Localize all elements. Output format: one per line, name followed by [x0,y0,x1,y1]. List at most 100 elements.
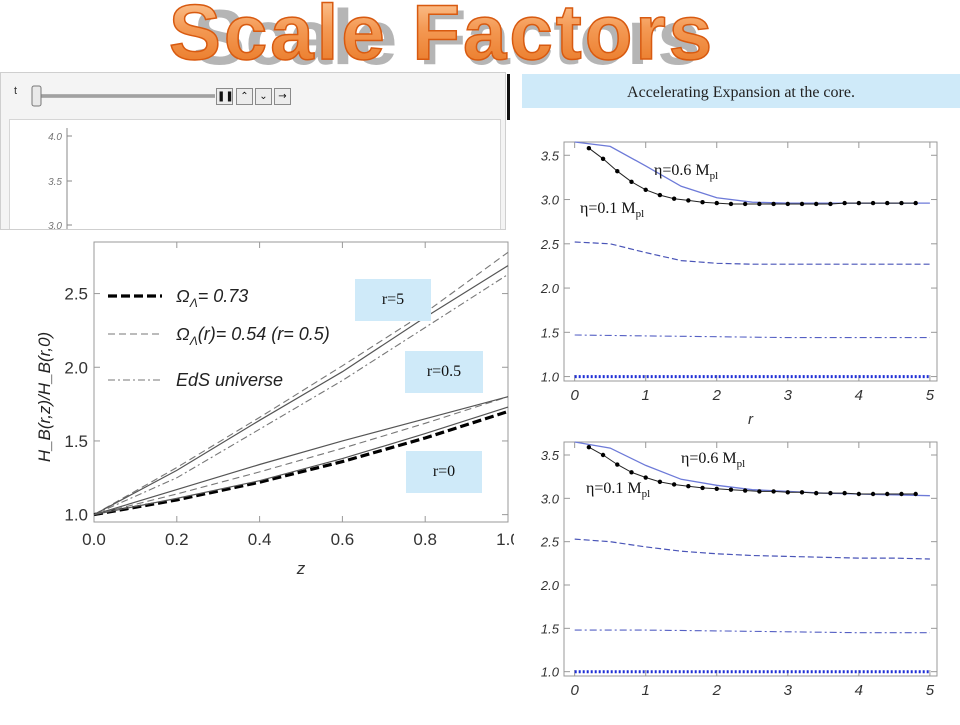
x-tick-label: 4 [855,387,863,404]
data-point [600,156,606,162]
series-line-1 [588,446,916,495]
y-tick-label: 1.0 [541,665,560,680]
series-line-2 [574,241,930,265]
direction-button[interactable]: → [274,88,291,105]
data-point [828,490,833,496]
series-line-0 [93,409,509,517]
annotation-eta06-bottom: η=0.6 Mpl [681,450,745,470]
x-tick-label: 3 [784,682,793,699]
data-point [586,445,592,450]
y-tick-label: 2.5 [540,237,560,252]
slider-thumb[interactable] [31,85,42,107]
data-point [899,200,904,206]
partial-plot: 4.0 3.5 3.0 ) [32,128,72,230]
data-point [913,200,918,206]
x-tick-label: 3 [784,387,793,404]
data-point [586,145,592,151]
series-line-5 [93,251,509,516]
data-point [842,490,847,496]
x-tick-label: 1 [642,387,650,404]
data-point [671,196,677,201]
x-axis-label: r [748,411,754,428]
x-tick-label: 4 [855,682,863,699]
y-tick-label: 2.5 [540,535,560,550]
data-point [771,489,776,494]
plot-frame [563,441,938,677]
data-point [742,201,748,207]
annotation-text: η=0.1 M [586,480,642,497]
data-point [728,487,734,492]
data-point [686,484,691,489]
divider [507,74,510,120]
x-tick-label: 5 [926,682,935,699]
scale-factor-svg-bottom: 0 1 2 3 4 5 1.0 1.5 2.0 2.5 3.0 3.5 [540,441,938,699]
annotation-sub: pl [635,208,645,221]
y-axis-label: H_B(r,z)/H_B(r,0) [35,332,54,462]
plot-frame [563,141,938,382]
data-point [700,199,705,205]
series-line-1 [588,147,916,205]
data-point [870,200,876,206]
data-point [799,490,805,495]
x-tick-label: 0.6 [331,530,355,549]
annotation-sub: pl [709,170,719,183]
y-tick-label: 1.0 [541,370,560,385]
y-tick-label: 2.5 [64,285,88,304]
y-tick-label: 3.0 [541,491,560,506]
scale-factor-chart-top: 0 1 2 3 4 5 1.0 1.5 2.0 2.5 3.0 3.5 r [520,128,945,430]
series-line-0 [574,141,930,204]
manipulate-panel: t ❚❚ ⌃ ⌄ → 4.0 3.5 3.0 ) z [0,72,506,230]
banner: Accelerating Expansion at the core. [522,74,960,108]
data-point [785,490,790,495]
legend-label-1: ΩΛ(r)= 0.54 (r= 0.5) [176,324,330,348]
pause-icon: ❚❚ [217,91,234,102]
data-point [714,200,719,206]
series-line-3 [574,334,930,339]
series-line-2 [93,396,509,516]
x-tick-label: 2 [712,682,722,699]
series-line-6 [93,265,509,516]
double-down-icon: ⌄ [259,91,268,102]
slider-label: t [14,85,18,97]
data-point [785,201,790,207]
series-line-3 [93,396,509,516]
annotation-eta01-bottom: η=0.1 Mpl [586,480,650,500]
data-point [671,482,677,487]
data-point [913,491,918,497]
slower-button[interactable]: ⌄ [255,88,272,105]
y-tick-label: 3.0 [541,193,560,208]
time-slider[interactable] [29,83,219,109]
x-tick-label: 0.0 [82,530,106,549]
data-point [870,491,876,497]
double-up-icon: ⌃ [240,91,249,102]
y-tick-label: 2.0 [64,358,88,377]
manip-ytick: 3.0 [48,221,62,230]
data-point [615,462,620,467]
data-point [714,486,719,491]
x-tick-label: 0 [570,682,579,699]
y-tick-label: 1.5 [64,432,88,451]
data-point [885,491,890,497]
series-line-3 [574,629,930,634]
y-tick-label: 1.0 [64,506,88,525]
tag-r5: r=5 [355,279,431,321]
annotation-sub: pl [736,458,746,471]
data-point [643,187,648,192]
x-tick-label: 2 [712,387,722,404]
x-tick-label: 1.0 [496,530,514,549]
y-tick-label: 2.0 [540,281,560,296]
data-point [771,201,776,207]
slide-title-shadow: Scale Factors [193,0,700,81]
data-point [899,491,904,497]
y-tick-label: 2.0 [540,578,560,593]
annotation-sub: pl [641,488,651,501]
scale-factor-chart-bottom: 0 1 2 3 4 5 1.0 1.5 2.0 2.5 3.0 3.5 [520,428,945,720]
annotation-text: η=0.6 M [654,162,710,179]
data-point [757,489,762,494]
data-point [842,200,847,206]
faster-button[interactable]: ⌃ [236,88,253,105]
legend-label-0: ΩΛ= 0.73 [176,286,248,310]
pause-button[interactable]: ❚❚ [216,88,234,105]
manipulate-output: 4.0 3.5 3.0 ) [9,119,501,230]
data-point [657,479,663,485]
